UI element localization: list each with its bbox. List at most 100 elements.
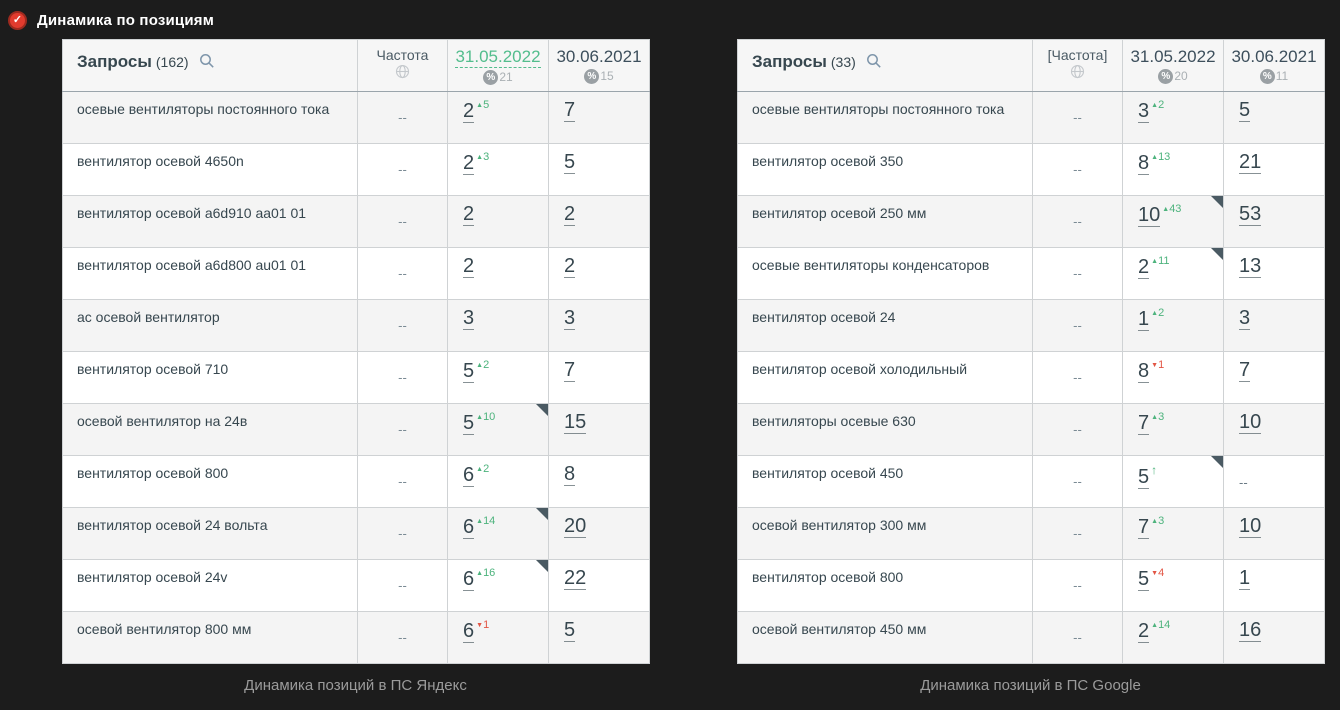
position-cell: 8 ▼1	[1122, 351, 1224, 404]
query-cell: вентилятор осевой 800	[737, 559, 1033, 612]
position-delta: ▲43	[1162, 203, 1182, 215]
position-value[interactable]: 15	[564, 411, 587, 434]
position-value[interactable]: 8	[564, 463, 576, 486]
frequency-cell: --	[357, 559, 448, 612]
delta-up-icon: ▲	[1151, 310, 1159, 317]
position-value[interactable]: 1	[1239, 567, 1251, 590]
table-row: ас осевой вентилятор -- 3 3	[62, 299, 650, 352]
table-row: вентилятор осевой холодильный -- 8 ▼1 7	[737, 351, 1325, 404]
position-delta: ▲13	[1151, 151, 1171, 163]
position-value[interactable]: 10	[1239, 515, 1262, 538]
position-value[interactable]: 5	[564, 151, 576, 174]
date-link[interactable]: 31.05.2022	[1130, 47, 1216, 66]
position-cell: 2 ▲14	[1122, 611, 1224, 664]
position-value[interactable]: 5	[1138, 568, 1150, 591]
frequency-header: [Частота]	[1032, 39, 1123, 92]
position-value[interactable]: 5	[1138, 466, 1150, 489]
position-value[interactable]: 2	[463, 152, 475, 175]
search-icon[interactable]	[199, 53, 215, 69]
position-delta: ▲16	[476, 567, 496, 579]
position-value[interactable]: 1	[1138, 308, 1150, 331]
query-cell: вентилятор осевой 800	[62, 455, 358, 508]
delta-up-icon: ▲	[1151, 258, 1159, 265]
position-value[interactable]: 5	[564, 619, 576, 642]
position-cell: 2	[548, 247, 650, 300]
position-value[interactable]: 6	[463, 516, 475, 539]
percent-circle-icon: %	[1158, 69, 1174, 84]
frequency-value: --	[1073, 526, 1082, 541]
position-delta: ▼4	[1151, 567, 1165, 579]
position-value[interactable]: 5	[463, 412, 475, 435]
position-value[interactable]: 6	[463, 464, 475, 487]
position-value[interactable]: 2	[463, 203, 475, 226]
date-column-header: 30.06.2021 % 15	[548, 39, 650, 92]
position-value[interactable]: 22	[564, 567, 587, 590]
search-icon[interactable]	[866, 53, 882, 69]
position-value[interactable]: 2	[564, 203, 576, 226]
query-text: вентилятор осевой a6d800 au01 01	[77, 257, 307, 273]
query-text: вентилятор осевой 710	[77, 361, 229, 377]
frequency-value: --	[1073, 162, 1082, 177]
position-value[interactable]: 7	[1138, 516, 1150, 539]
position-delta: ▲14	[1151, 619, 1171, 631]
position-value[interactable]: 13	[1239, 255, 1262, 278]
position-value[interactable]: 2	[463, 100, 475, 123]
percent-circle-icon: %	[1259, 69, 1275, 84]
date-link[interactable]: 31.05.2022	[455, 47, 541, 68]
table-row: вентилятор осевой a6d910 aa01 01 -- 2 2	[62, 195, 650, 248]
position-value[interactable]: 5	[463, 360, 475, 383]
percent-count: 11	[1275, 69, 1289, 83]
query-cell: вентилятор осевой 24 вольта	[62, 507, 358, 560]
table-row: вентилятор осевой 250 мм -- 10 ▲43 53	[737, 195, 1325, 248]
position-value[interactable]: 6	[463, 620, 475, 643]
query-cell: осевые вентиляторы конденсаторов	[737, 247, 1033, 300]
position-new-arrow-icon: ↑	[1151, 463, 1158, 477]
date-link[interactable]: 30.06.2021	[1231, 47, 1317, 66]
position-value[interactable]: 53	[1239, 203, 1262, 226]
delta-up-icon: ▲	[476, 518, 484, 525]
position-value[interactable]: 5	[1239, 99, 1251, 122]
frequency-value: --	[1073, 474, 1082, 489]
query-text: вентилятор осевой холодильный	[752, 361, 968, 377]
position-value[interactable]: 10	[1138, 204, 1161, 227]
position-value[interactable]: 2	[463, 255, 475, 278]
queries-count: (33)	[830, 54, 856, 70]
position-value[interactable]: 3	[564, 307, 576, 330]
position-value[interactable]: 21	[1239, 151, 1262, 174]
date-link[interactable]: 30.06.2021	[556, 47, 642, 66]
position-delta: ▼1	[1151, 359, 1165, 371]
position-value[interactable]: 7	[564, 359, 576, 382]
table-row: осевой вентилятор 450 мм -- 2 ▲14 16	[737, 611, 1325, 664]
position-value[interactable]: 2	[1138, 256, 1150, 279]
queries-count: (162)	[155, 54, 189, 70]
position-value[interactable]: 2	[1138, 620, 1150, 643]
position-value[interactable]: 7	[1138, 412, 1150, 435]
position-value[interactable]: 10	[1239, 411, 1262, 434]
position-value[interactable]: 8	[1138, 152, 1150, 175]
position-value[interactable]: 3	[1138, 100, 1150, 123]
position-value[interactable]: 16	[1239, 619, 1262, 642]
position-cell: 10 ▲43	[1122, 195, 1224, 248]
delta-up-icon: ▲	[476, 362, 484, 369]
frequency-value: --	[1073, 630, 1082, 645]
position-delta: ▲3	[476, 151, 490, 163]
note-corner-marker	[1211, 456, 1223, 468]
position-value[interactable]: 8	[1138, 360, 1150, 383]
position-value[interactable]: 3	[1239, 307, 1251, 330]
table-row: осевые вентиляторы постоянного тока -- 3 ▲2…	[737, 91, 1325, 144]
position-value[interactable]: 2	[564, 255, 576, 278]
position-delta: ▲10	[476, 411, 496, 423]
position-value[interactable]: 6	[463, 568, 475, 591]
frequency-cell: --	[1032, 299, 1123, 352]
position-value[interactable]: 3	[463, 307, 475, 330]
frequency-value: --	[1073, 422, 1082, 437]
position-value[interactable]: 7	[564, 99, 576, 122]
position-value[interactable]: 7	[1239, 359, 1251, 382]
frequency-value: --	[1073, 318, 1082, 333]
frequency-cell: --	[357, 247, 448, 300]
position-value[interactable]: 20	[564, 515, 587, 538]
percent-row: % 21	[448, 69, 548, 85]
check-circle-icon: ✓	[8, 11, 27, 30]
frequency-cell: --	[357, 455, 448, 508]
header-row: Запросы (33) [Частота] 31.05.2022 % 20 30.…	[737, 39, 1325, 92]
